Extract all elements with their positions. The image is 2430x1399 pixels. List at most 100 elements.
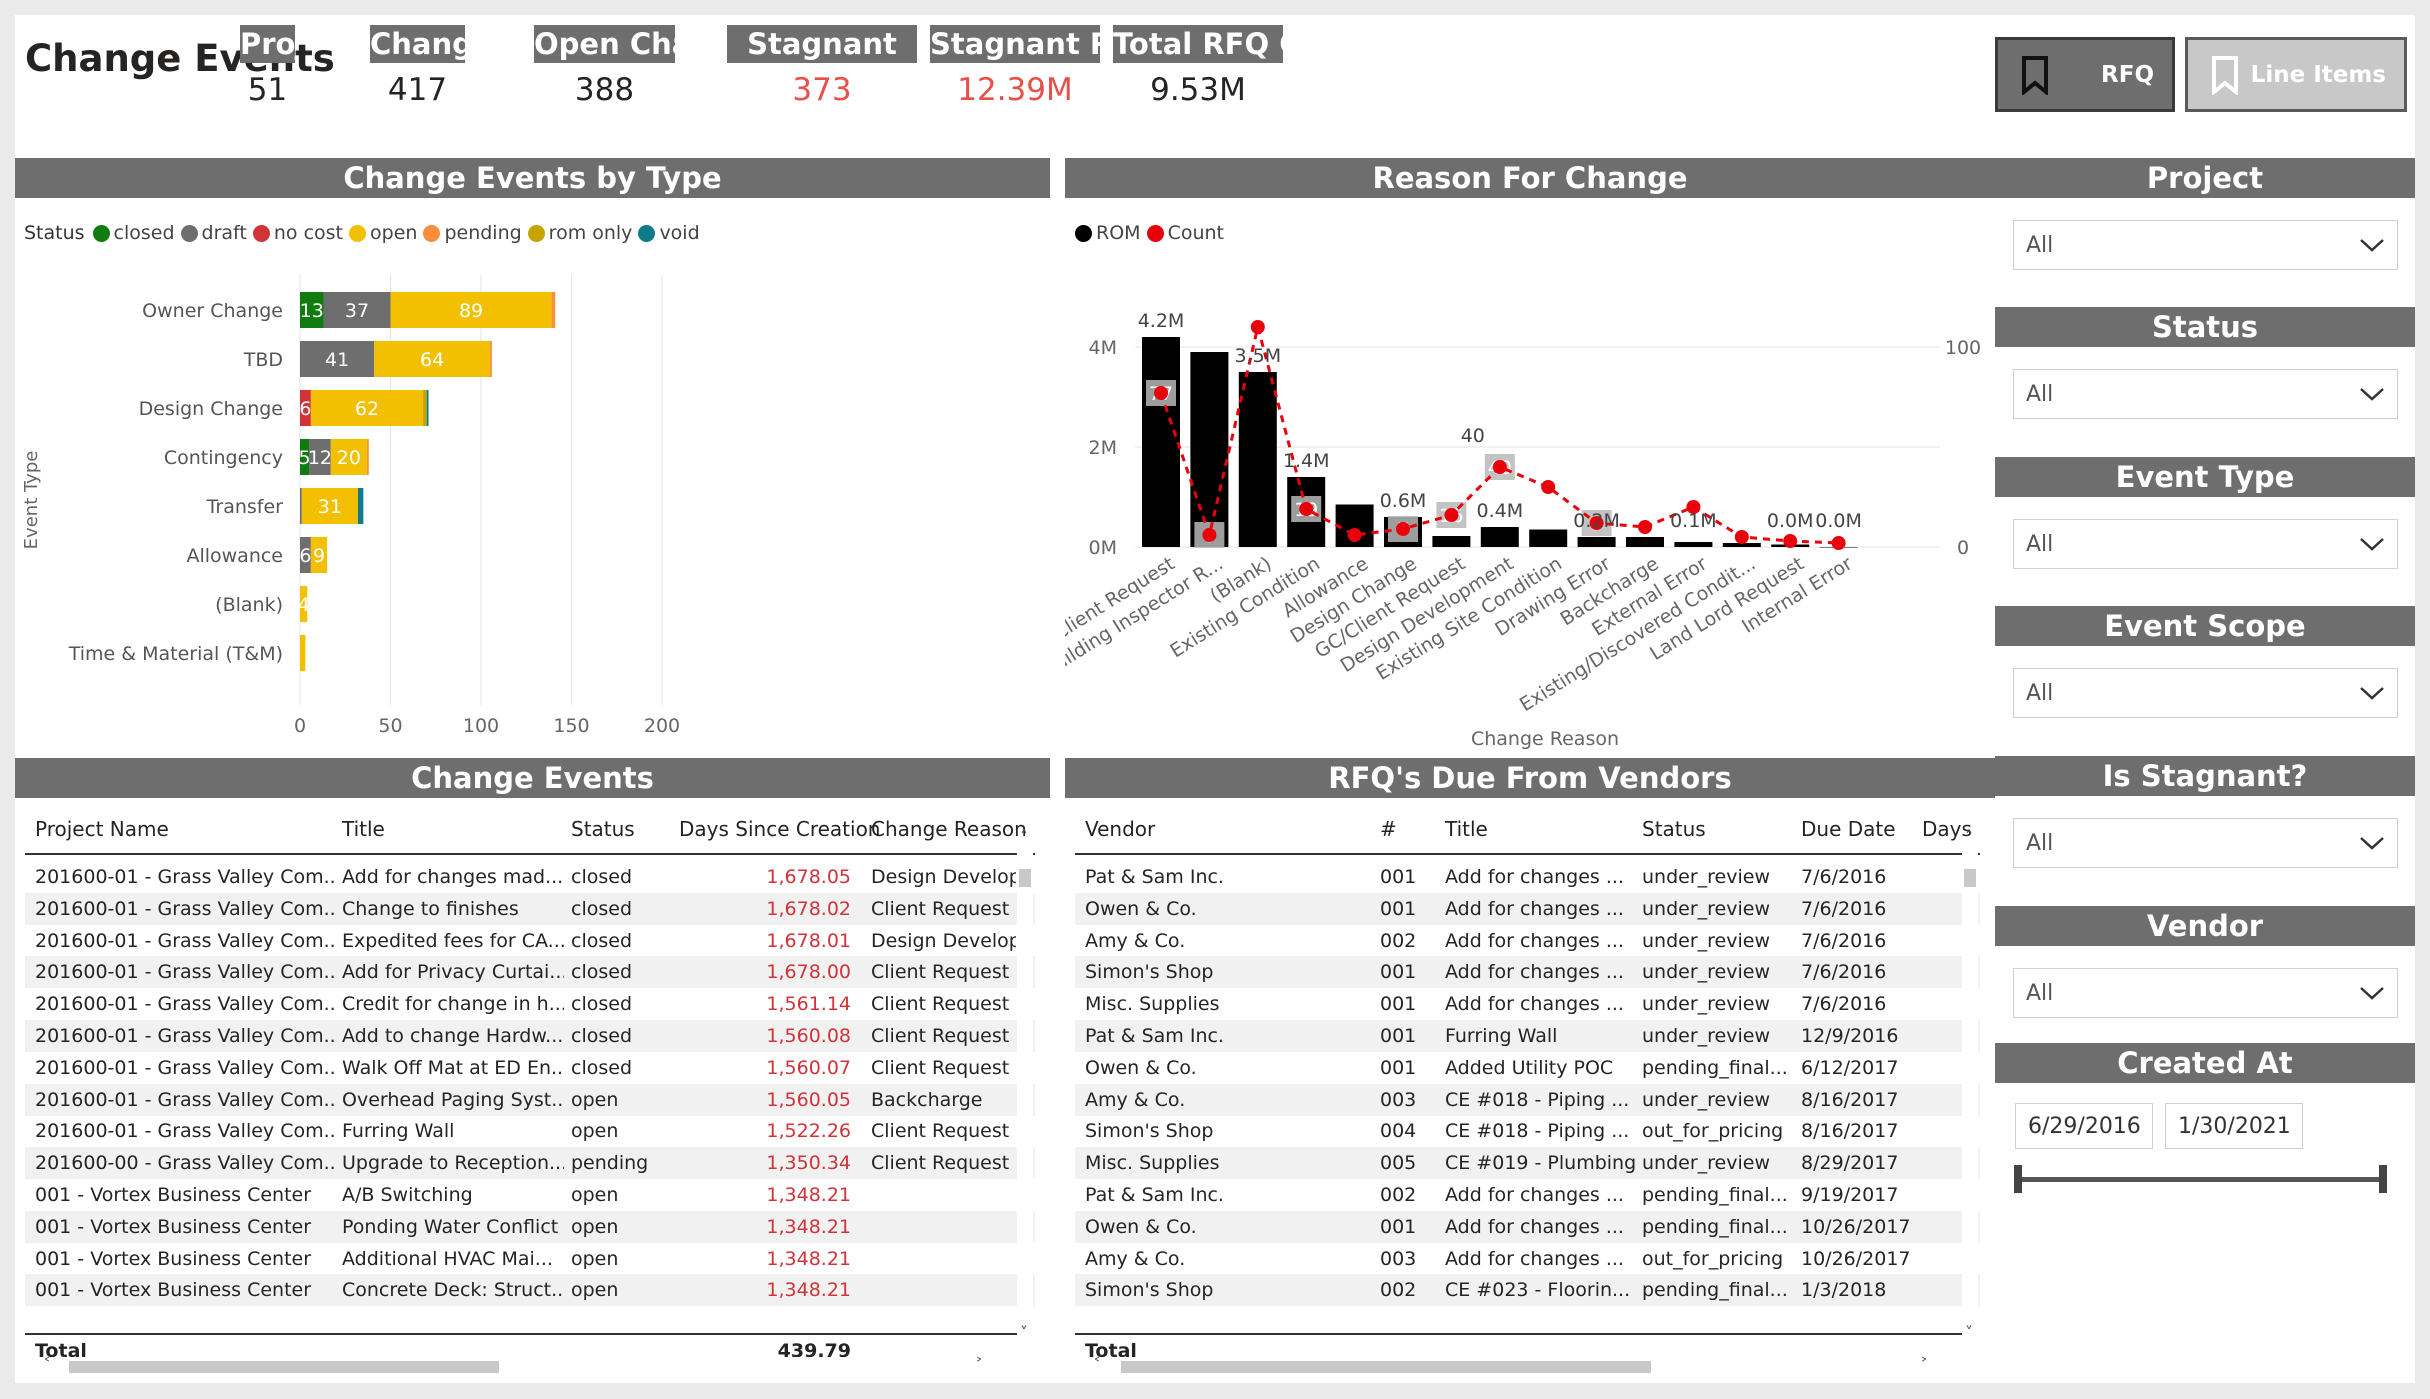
created-at-end-date[interactable]: 1/30/2021: [2165, 1103, 2303, 1149]
table-row[interactable]: Amy & Co. 003 Add for changes ... out_for_p…: [1075, 1243, 1980, 1275]
table-row[interactable]: Misc. Supplies 001 Add for changes ... unde…: [1075, 988, 1980, 1020]
table-row[interactable]: 201600-01 - Grass Valley Com... Walk Off …: [25, 1052, 1035, 1084]
is-stagnant-dropdown[interactable]: All: [2013, 818, 2398, 868]
bar-segment-open[interactable]: [300, 586, 308, 622]
table-row[interactable]: 201600-01 - Grass Valley Com... Furring W…: [25, 1115, 1035, 1147]
table-row[interactable]: 001 - Vortex Business Center Ponding Wate…: [25, 1210, 1035, 1243]
table-row[interactable]: 001 - Vortex Business Center A/B Switchin…: [25, 1179, 1035, 1211]
rom-bar[interactable]: [1480, 527, 1519, 547]
rom-bar[interactable]: [1722, 543, 1761, 547]
bar-segment-no-cost[interactable]: [300, 390, 311, 426]
count-point[interactable]: [1831, 536, 1846, 550]
table-row[interactable]: 001 - Vortex Business Center Concrete Dec…: [25, 1274, 1035, 1307]
table-row[interactable]: Pat & Sam Inc. 001 Add for changes ... unde…: [1075, 861, 1980, 893]
scroll-left-icon[interactable]: ˂: [43, 1355, 51, 1374]
column-header[interactable]: Status: [571, 817, 635, 841]
bar-segment-open[interactable]: [310, 537, 328, 573]
legend-item[interactable]: rom only: [527, 222, 632, 244]
column-header[interactable]: Title: [1445, 817, 1488, 841]
count-point[interactable]: [1396, 522, 1410, 536]
column-header[interactable]: Status: [1642, 817, 1706, 841]
bar-segment-closed[interactable]: [300, 292, 324, 328]
table-row[interactable]: Simon's Shop 002 CE #023 - Floorin... pendi…: [1075, 1274, 1980, 1307]
scroll-thumb[interactable]: [1964, 869, 1976, 887]
legend-item[interactable]: void: [638, 222, 700, 244]
count-point[interactable]: [1154, 386, 1168, 400]
table-row[interactable]: 201600-01 - Grass Valley Com... Overhead …: [25, 1083, 1035, 1116]
table-row[interactable]: Pat & Sam Inc. 001 Furring Wall under_revie…: [1075, 1020, 1980, 1052]
scroll-down-icon[interactable]: ˅: [1965, 1323, 1973, 1342]
count-point[interactable]: [1444, 508, 1459, 522]
count-point[interactable]: [1638, 520, 1652, 534]
line-items-bookmark-button[interactable]: Line Items: [2185, 37, 2407, 112]
table-row[interactable]: 201600-01 - Grass Valley Com... Credit fo…: [25, 988, 1035, 1020]
rom-bar[interactable]: [1577, 537, 1616, 547]
table-row[interactable]: Misc. Supplies 005 CE #019 - Plumbing under…: [1075, 1147, 1980, 1180]
scroll-thumb[interactable]: [69, 1361, 499, 1373]
bar-segment-pending[interactable]: [490, 341, 492, 377]
bar-segment-open[interactable]: [300, 635, 306, 671]
bar-segment-open[interactable]: [390, 292, 552, 328]
project-dropdown[interactable]: All: [2013, 220, 2398, 270]
event-scope-dropdown[interactable]: All: [2013, 668, 2398, 718]
column-header[interactable]: Due Date: [1801, 817, 1896, 841]
column-header[interactable]: Project Name: [35, 817, 169, 841]
count-point[interactable]: [1347, 528, 1362, 542]
count-point[interactable]: [1686, 500, 1701, 514]
table-row[interactable]: 001 - Vortex Business Center Additional H…: [25, 1243, 1035, 1275]
table-row[interactable]: Pat & Sam Inc. 002 Add for changes ... pend…: [1075, 1179, 1980, 1211]
bar-segment-open[interactable]: [301, 488, 358, 524]
event-type-dropdown[interactable]: All: [2013, 519, 2398, 569]
table-row[interactable]: Owen & Co. 001 Add for changes ... under_re…: [1075, 892, 1980, 925]
date-range-end-handle[interactable]: [2379, 1165, 2387, 1193]
count-point[interactable]: [1492, 460, 1507, 474]
count-point[interactable]: [1734, 530, 1749, 544]
bar-segment-open[interactable]: [374, 341, 491, 377]
legend-item[interactable]: pending: [423, 222, 522, 244]
bar-segment-open[interactable]: [310, 390, 424, 426]
column-header[interactable]: Days: [1922, 817, 1972, 841]
count-point[interactable]: [1589, 516, 1604, 530]
legend-item[interactable]: Count: [1146, 222, 1224, 244]
count-point[interactable]: [1250, 320, 1265, 334]
bar-segment-draft[interactable]: [323, 292, 391, 328]
horizontal-scrollbar[interactable]: [1089, 1357, 1946, 1377]
scroll-right-icon[interactable]: ˃: [1920, 1355, 1928, 1374]
vertical-scrollbar[interactable]: [1962, 849, 1978, 1339]
created-at-start-date[interactable]: 6/29/2016: [2015, 1103, 2153, 1149]
legend-item[interactable]: no cost: [252, 222, 343, 244]
scroll-thumb[interactable]: [1121, 1361, 1651, 1373]
bar-segment-draft[interactable]: [309, 439, 331, 475]
bar-segment-draft[interactable]: [300, 341, 375, 377]
table-row[interactable]: Simon's Shop 004 CE #018 - Piping ... out_f…: [1075, 1115, 1980, 1147]
column-header[interactable]: Days Since Creation: [679, 817, 881, 841]
count-point[interactable]: [1783, 534, 1798, 548]
bar-segment-void[interactable]: [426, 390, 429, 426]
rom-bar[interactable]: [1626, 537, 1664, 547]
column-header[interactable]: #: [1380, 817, 1397, 841]
horizontal-scrollbar[interactable]: [39, 1357, 1001, 1377]
rom-bar[interactable]: [1432, 536, 1471, 547]
date-range-start-handle[interactable]: [2014, 1165, 2022, 1193]
bar-segment-void[interactable]: [357, 488, 364, 524]
rom-bar[interactable]: [1674, 542, 1713, 547]
table-row[interactable]: Amy & Co. 002 Add for changes ... under_rev…: [1075, 925, 1980, 957]
rom-bar[interactable]: [1142, 337, 1180, 547]
table-row[interactable]: 201600-01 - Grass Valley Com... Expedited…: [25, 925, 1035, 957]
scroll-down-icon[interactable]: ˅: [1020, 1323, 1028, 1342]
status-dropdown[interactable]: All: [2013, 369, 2398, 419]
table-row[interactable]: 201600-01 - Grass Valley Com... Add for P…: [25, 956, 1035, 989]
legend-item[interactable]: ROM: [1075, 222, 1141, 244]
scroll-up-icon[interactable]: ˄: [1965, 827, 1973, 846]
rom-bar[interactable]: [1190, 352, 1229, 547]
rom-bar[interactable]: [1238, 372, 1277, 547]
legend-item[interactable]: closed: [92, 222, 175, 244]
rfq-bookmark-button[interactable]: RFQ: [1995, 37, 2175, 112]
count-point[interactable]: [1202, 528, 1217, 542]
legend-item[interactable]: draft: [180, 222, 247, 244]
scroll-left-icon[interactable]: ˂: [1093, 1355, 1101, 1374]
table-row[interactable]: 201600-00 - Grass Valley Com... Upgrade t…: [25, 1147, 1035, 1180]
scroll-up-icon[interactable]: ˄: [1020, 827, 1028, 846]
table-row[interactable]: 201600-01 - Grass Valley Com... Add for c…: [25, 861, 1035, 893]
bar-segment-draft[interactable]: [300, 488, 302, 524]
